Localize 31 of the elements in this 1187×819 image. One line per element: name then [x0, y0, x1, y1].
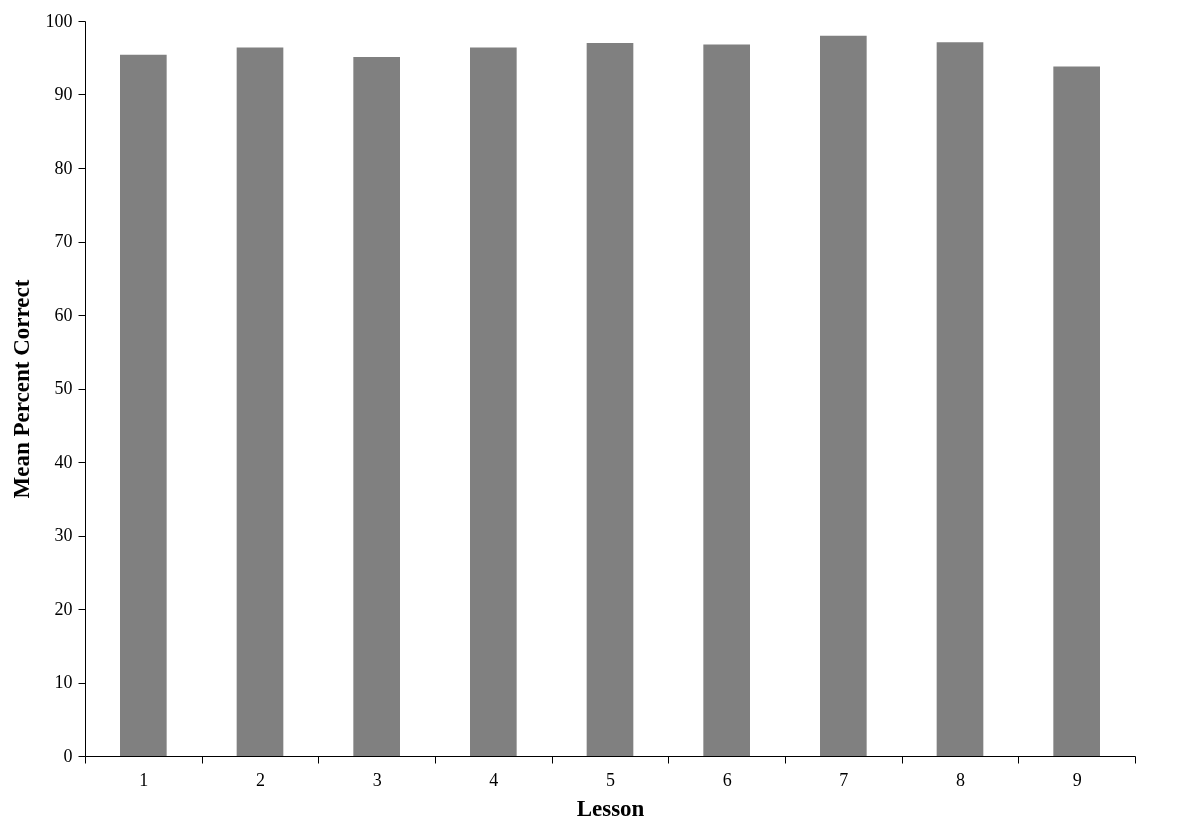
- x-tick-label: 5: [606, 769, 615, 790]
- x-tick-label: 9: [1072, 769, 1082, 790]
- y-tick-label: 40: [54, 451, 73, 472]
- x-tick-label: 8: [956, 769, 965, 790]
- x-axis-title: Lesson: [576, 795, 645, 819]
- y-tick-label: 50: [54, 378, 73, 398]
- bar: [120, 54, 167, 756]
- x-tick-label: 3: [372, 769, 382, 790]
- bar: [703, 44, 750, 756]
- y-tick-label: 70: [54, 231, 73, 251]
- y-tick-label: 10: [54, 672, 73, 692]
- bar: [820, 35, 867, 756]
- bar: [353, 57, 400, 756]
- x-tick-label: 7: [839, 769, 849, 790]
- bar: [936, 42, 984, 756]
- x-tick-label: 4: [489, 769, 499, 790]
- y-tick-label: 60: [54, 304, 73, 325]
- y-tick-label: 0: [63, 745, 73, 766]
- y-axis-title: Mean Percent Correct: [8, 279, 34, 499]
- y-tick-label: 100: [45, 10, 73, 31]
- bar: [470, 47, 517, 756]
- y-tick-label: 30: [54, 525, 73, 545]
- x-tick-label: 6: [722, 769, 732, 790]
- bar: [586, 43, 634, 756]
- y-tick-label: 20: [54, 598, 73, 619]
- bar: [1053, 66, 1100, 756]
- y-tick-label: 80: [54, 157, 73, 178]
- bar: [236, 47, 284, 756]
- x-tick-label: 1: [139, 769, 149, 790]
- y-tick-label: 90: [54, 84, 73, 104]
- x-tick-label: 2: [256, 769, 265, 790]
